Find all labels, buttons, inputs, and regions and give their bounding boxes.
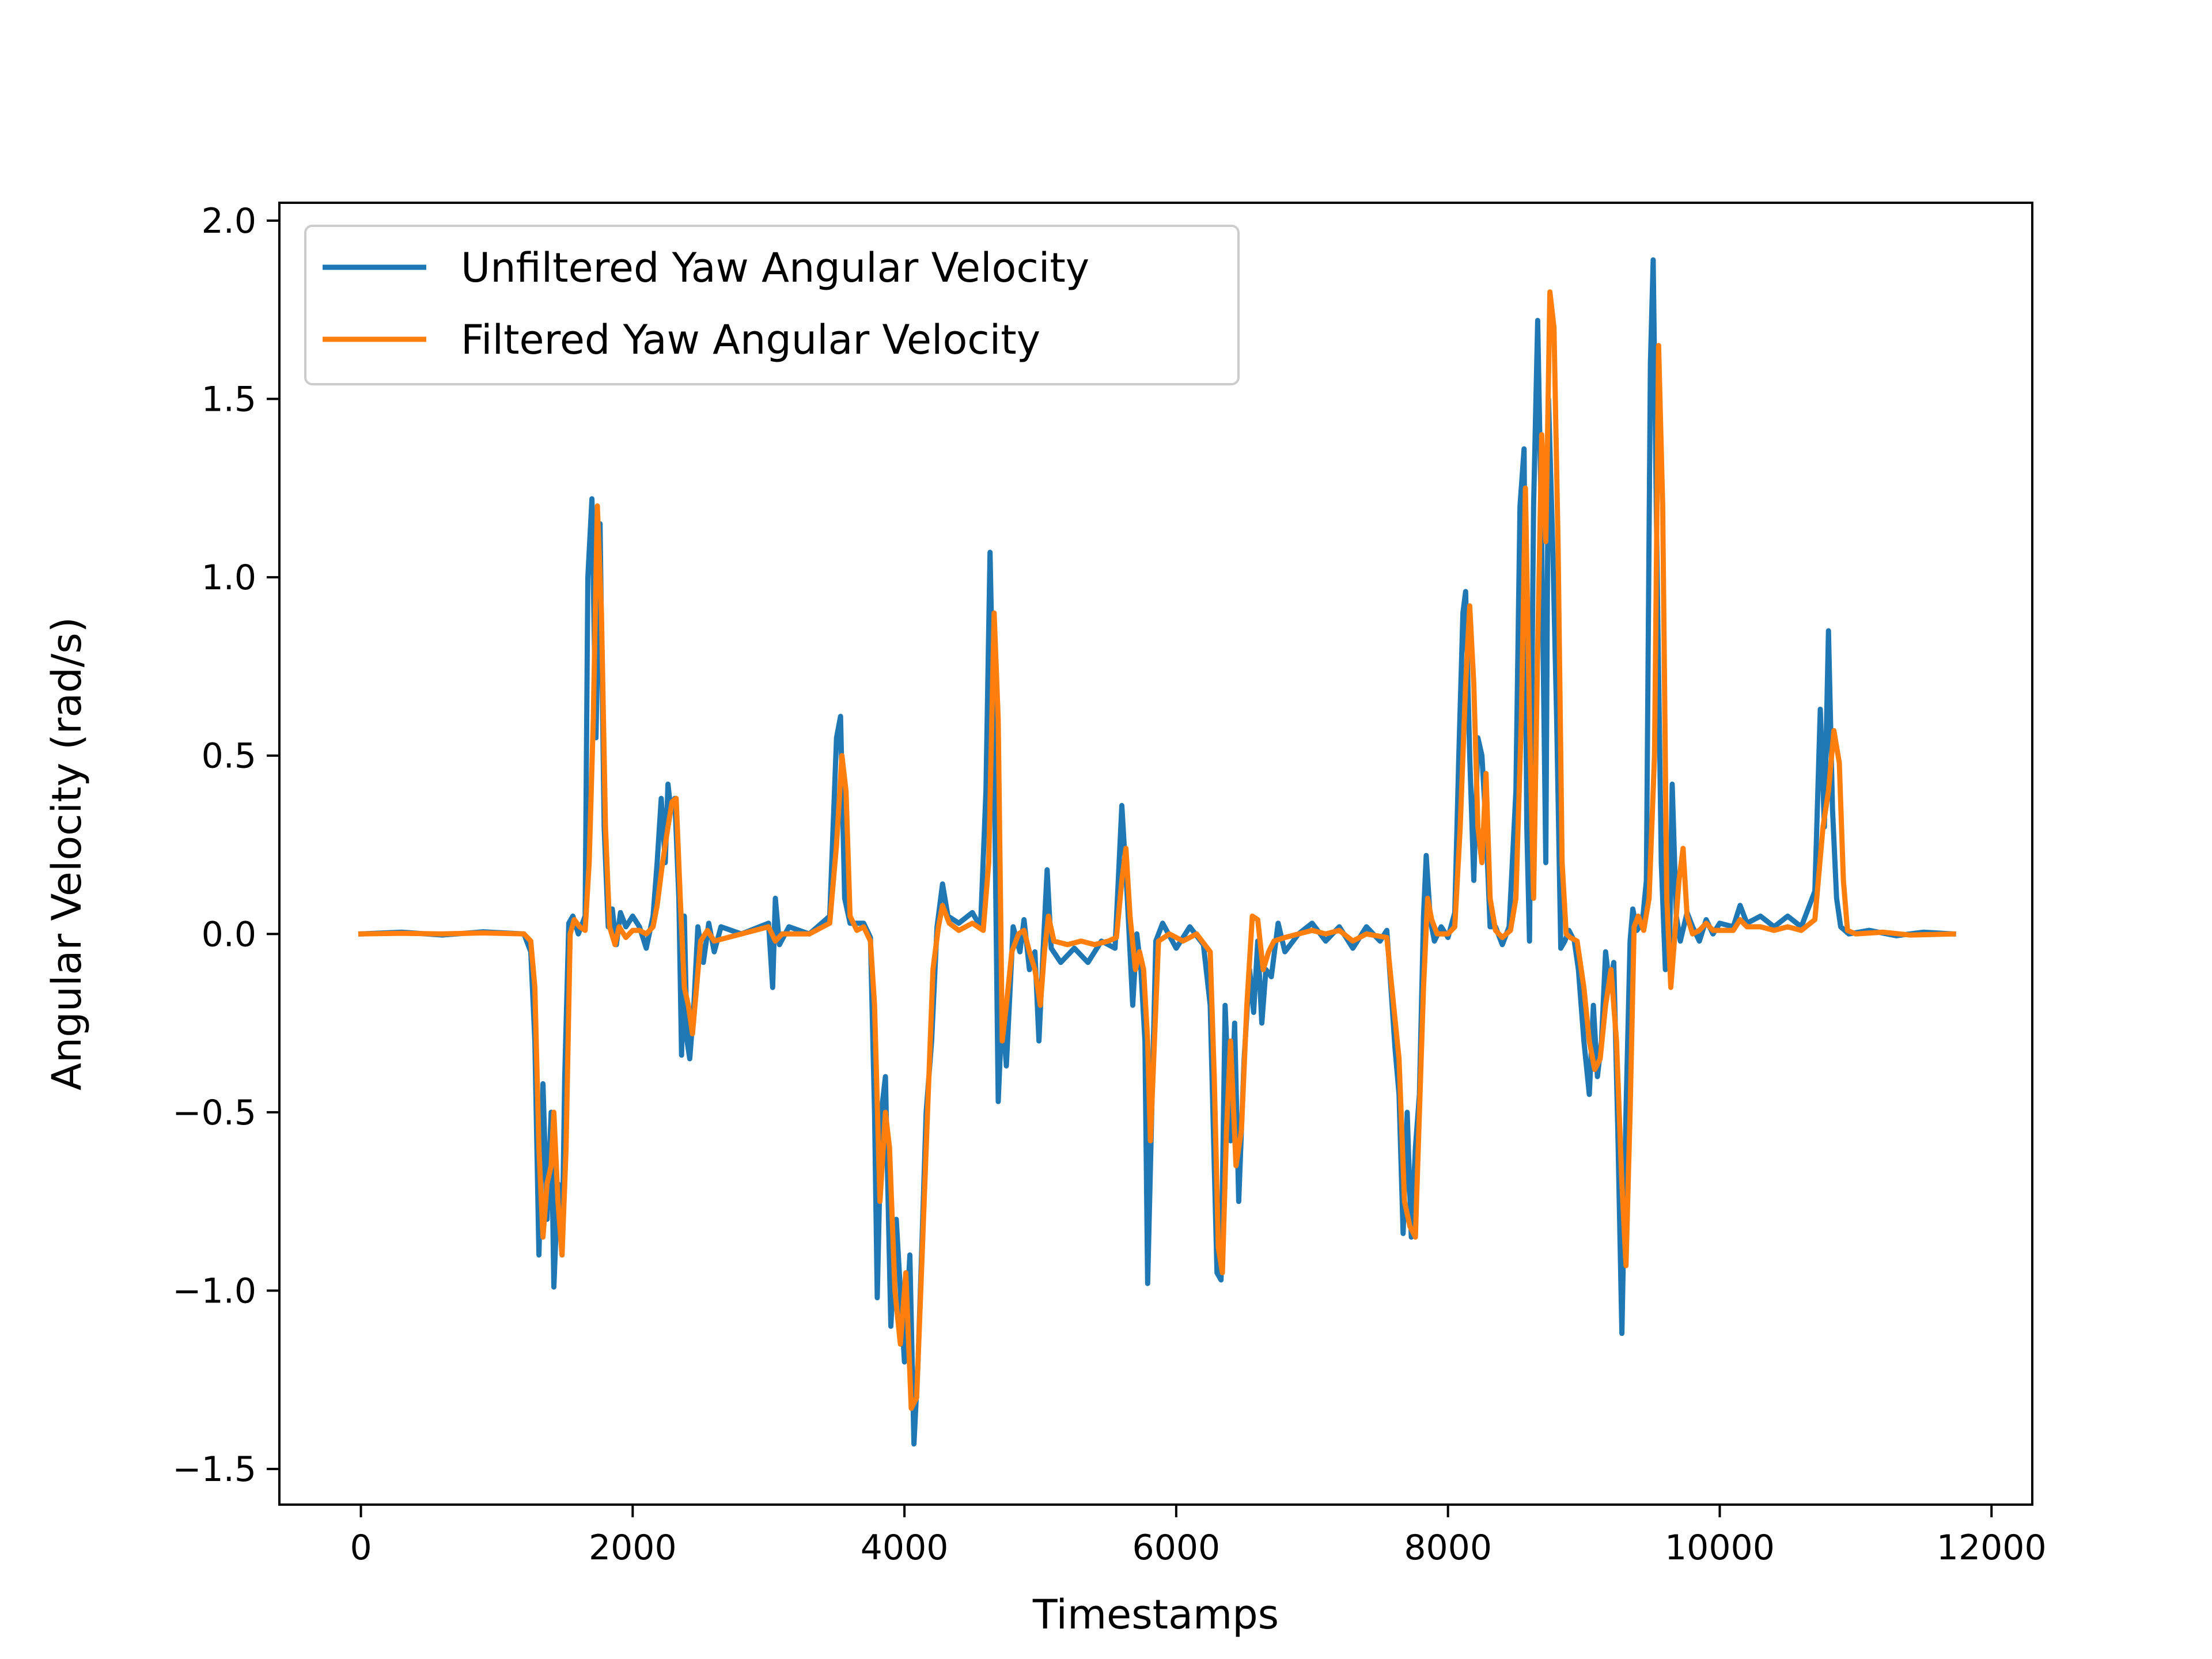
x-axis-label: Timestamps [1032, 1591, 1279, 1638]
y-tick-label: −0.5 [172, 1093, 256, 1133]
y-tick-label: 1.5 [202, 380, 256, 420]
y-axis-label: Angular Velocity (rad/s) [43, 617, 90, 1090]
legend-label: Filtered Yaw Angular Velocity [461, 316, 1040, 363]
legend-box [304, 225, 1240, 385]
axes-frame [278, 202, 2033, 1506]
y-tick-label: 0.0 [202, 914, 256, 955]
legend: Unfiltered Yaw Angular Velocity Filtered … [304, 225, 1240, 385]
x-tick-label: 4000 [861, 1528, 949, 1568]
x-tick-label: 6000 [1132, 1528, 1221, 1568]
x-tick-label: 12000 [1937, 1528, 2047, 1568]
series-line-filtered [358, 289, 1956, 1411]
y-tick-label: 2.0 [202, 201, 256, 241]
x-tick-label: 0 [350, 1528, 372, 1568]
x-axis: 0 2000 4000 6000 8000 10000 12000 [350, 1505, 2047, 1568]
series-layer [358, 257, 1956, 1447]
y-tick-label: −1.0 [172, 1271, 256, 1311]
y-tick-label: −1.5 [172, 1449, 256, 1490]
y-tick-label: 0.5 [202, 736, 256, 777]
x-tick-label: 8000 [1404, 1528, 1492, 1568]
y-axis: −1.5 −1.0 −0.5 0.0 0.5 1.0 1.5 2.0 [172, 201, 279, 1490]
x-tick-label: 2000 [589, 1528, 677, 1568]
y-tick-label: 1.0 [202, 558, 256, 598]
x-tick-label: 10000 [1665, 1528, 1775, 1568]
legend-label: Unfiltered Yaw Angular Velocity [461, 244, 1089, 291]
